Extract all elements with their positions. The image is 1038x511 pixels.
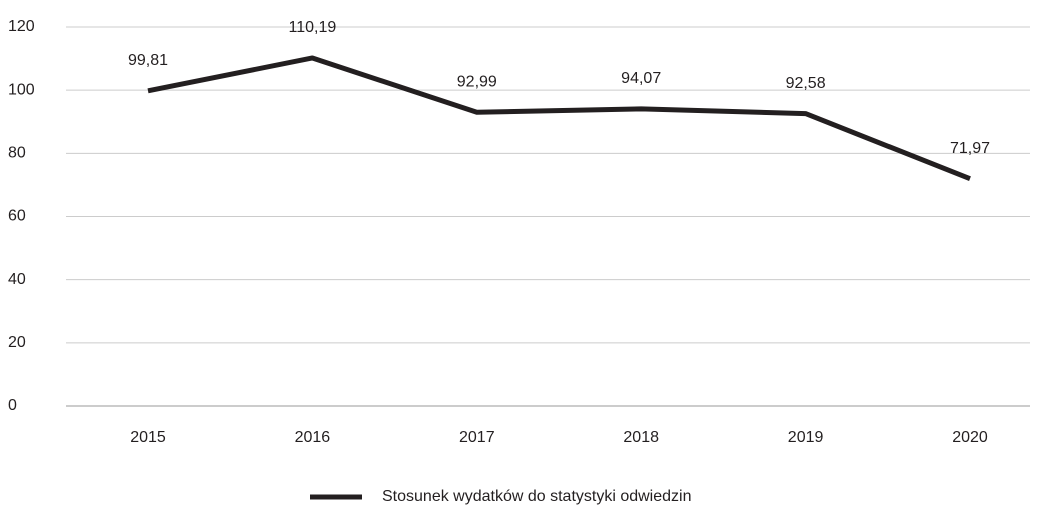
data-label: 71,97 [950, 140, 990, 157]
data-label: 94,07 [621, 70, 661, 87]
data-label: 110,19 [289, 19, 337, 36]
y-tick-label: 100 [8, 81, 35, 98]
x-tick-label: 2017 [459, 429, 495, 446]
line [147, 55, 971, 182]
y-tick-label: 40 [8, 271, 26, 288]
data-label: 92,99 [457, 74, 497, 91]
y-tick-label: 60 [8, 208, 26, 225]
data-label: 99,81 [128, 52, 168, 69]
x-tick-label: 2016 [295, 429, 331, 446]
y-tick-label: 80 [8, 145, 26, 162]
x-tick-label: 2015 [130, 429, 166, 446]
y-tick-label: 120 [8, 18, 35, 35]
x-tick-label: 2020 [952, 429, 988, 446]
x-tick-label: 2018 [623, 429, 659, 446]
x-tick-label: 2019 [788, 429, 824, 446]
y-tick-label: 0 [8, 397, 17, 414]
legend-label: Stosunek wydatków do statystyki odwiedzi… [382, 488, 691, 505]
data-label: 92,58 [786, 75, 826, 92]
y-tick-label: 20 [8, 334, 26, 351]
